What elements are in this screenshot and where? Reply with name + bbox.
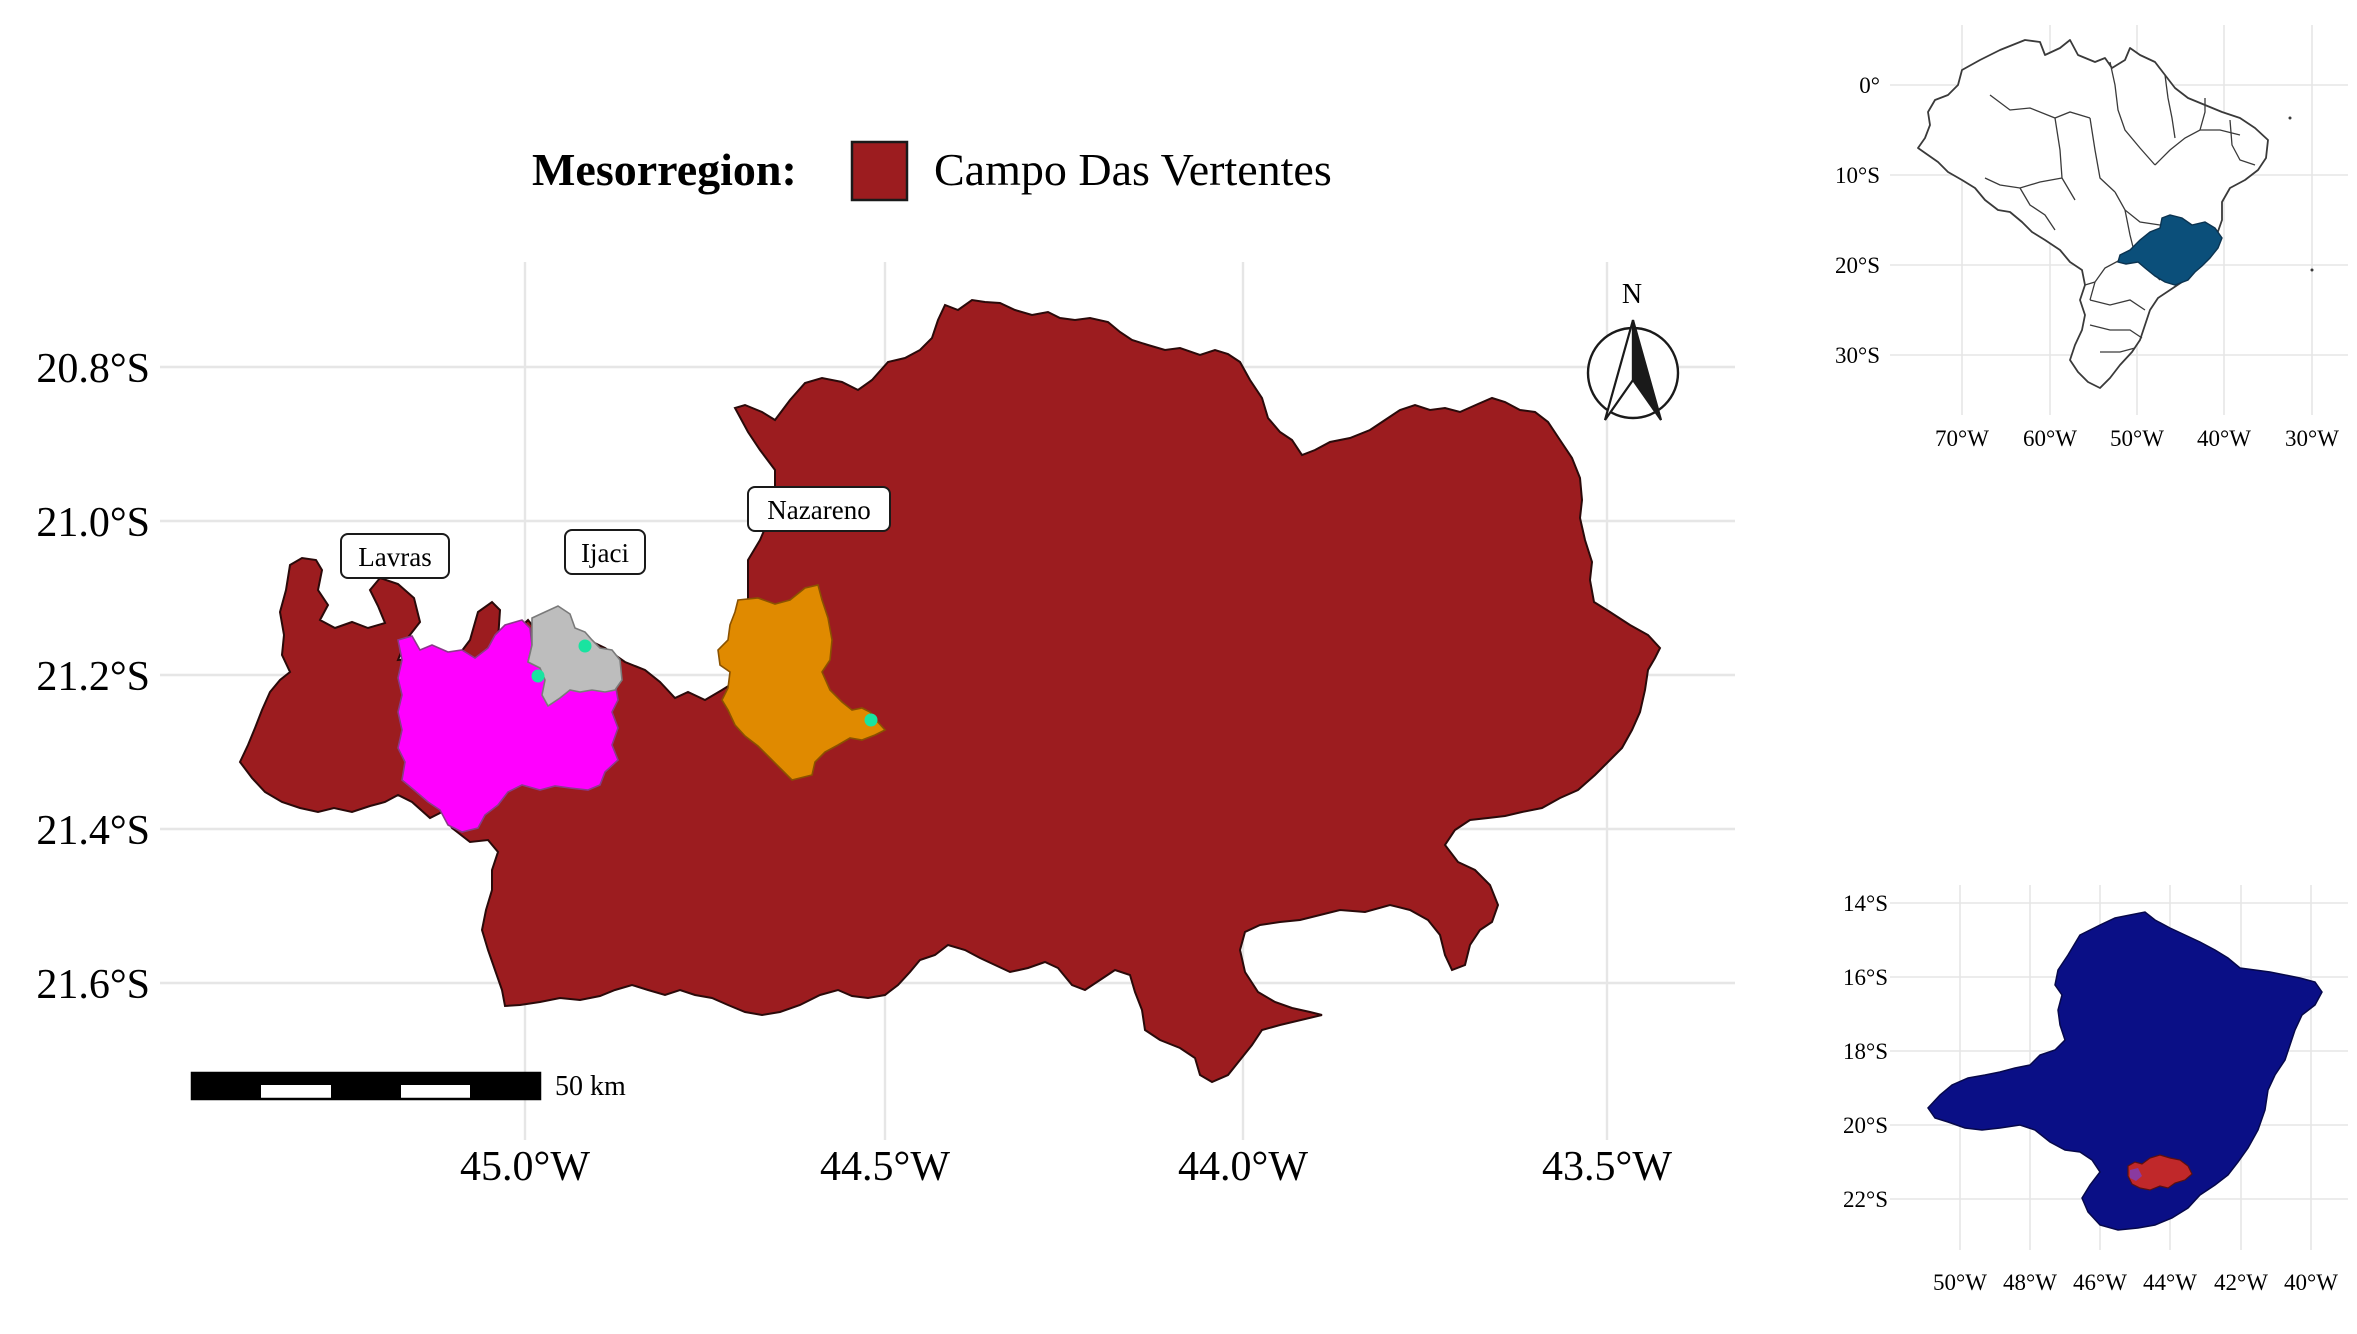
x-tick-label: 45.0°W bbox=[460, 1144, 590, 1190]
legend-title: Mesorregion: bbox=[532, 144, 797, 195]
y-tick-label: 18°S bbox=[1843, 1039, 1888, 1064]
minas-gerais-highlight bbox=[2117, 214, 2223, 286]
island-dot bbox=[2288, 116, 2292, 120]
y-tick-label: 20°S bbox=[1843, 1113, 1888, 1138]
main-y-axis: 20.8°S 21.0°S 21.2°S 21.4°S 21.6°S bbox=[36, 346, 150, 1008]
x-tick-label: 48°W bbox=[2003, 1270, 2057, 1295]
x-tick-label: 50°W bbox=[2110, 426, 2164, 451]
y-tick-label: 20°S bbox=[1835, 253, 1880, 278]
scale-bar-label: 50 km bbox=[555, 1071, 626, 1102]
mg-x-axis: 50°W 48°W 46°W 44°W 42°W 40°W bbox=[1933, 1270, 2338, 1295]
y-tick-label: 16°S bbox=[1843, 965, 1888, 990]
y-tick-label: 20.8°S bbox=[36, 346, 150, 392]
brazil-outline bbox=[1917, 39, 2269, 389]
brazil-inset: 0° 10°S 20°S 30°S 70°W 60°W 50°W 40°W 30… bbox=[1835, 25, 2348, 451]
scale-bar: 50 km bbox=[190, 1071, 626, 1102]
y-tick-label: 21.2°S bbox=[36, 654, 150, 700]
x-tick-label: 50°W bbox=[1933, 1270, 1987, 1295]
y-tick-label: 22°S bbox=[1843, 1187, 1888, 1212]
x-tick-label: 70°W bbox=[1935, 426, 1989, 451]
mg-inset: 14°S 16°S 18°S 20°S 22°S 50°W 48°W 46°W … bbox=[1843, 885, 2348, 1295]
nazareno-label: Nazareno bbox=[747, 486, 891, 532]
mg-y-axis: 14°S 16°S 18°S 20°S 22°S bbox=[1843, 891, 1888, 1212]
y-tick-label: 21.6°S bbox=[36, 962, 150, 1008]
north-arrow: N bbox=[1586, 279, 1680, 421]
x-tick-label: 40°W bbox=[2284, 1270, 2338, 1295]
ijaci-label-text: Ijaci bbox=[581, 538, 629, 568]
legend-swatch bbox=[850, 140, 909, 202]
nazareno-label-text: Nazareno bbox=[767, 495, 870, 525]
y-tick-label: 30°S bbox=[1835, 343, 1880, 368]
main-map: 20.8°S 21.0°S 21.2°S 21.4°S 21.6°S 45.0°… bbox=[36, 262, 1735, 1190]
ijaci-point bbox=[578, 639, 592, 653]
main-x-axis: 45.0°W 44.5°W 44.0°W 43.5°W bbox=[460, 1144, 1672, 1190]
minas-gerais-state bbox=[1927, 911, 2323, 1231]
x-tick-label: 44°W bbox=[2143, 1270, 2197, 1295]
island-dot bbox=[2310, 268, 2314, 272]
y-tick-label: 14°S bbox=[1843, 891, 1888, 916]
x-tick-label: 40°W bbox=[2197, 426, 2251, 451]
legend: Mesorregion: Campo Das Vertentes bbox=[532, 140, 1332, 202]
x-tick-label: 42°W bbox=[2214, 1270, 2268, 1295]
lavras-label-text: Lavras bbox=[358, 542, 431, 572]
y-tick-label: 10°S bbox=[1835, 163, 1880, 188]
brazil-x-axis: 70°W 60°W 50°W 40°W 30°W bbox=[1935, 426, 2339, 451]
brazil-y-axis: 0° 10°S 20°S 30°S bbox=[1835, 73, 1880, 368]
x-tick-label: 44.5°W bbox=[820, 1144, 950, 1190]
mg-lavras-highlight bbox=[2130, 1168, 2142, 1181]
mg-campo-das-vertentes bbox=[2127, 1154, 2193, 1191]
x-tick-label: 30°W bbox=[2285, 426, 2339, 451]
ijaci-municipality bbox=[527, 605, 623, 708]
y-tick-label: 0° bbox=[1859, 73, 1880, 98]
lavras-point bbox=[531, 669, 545, 683]
nazareno-point bbox=[864, 713, 878, 727]
x-tick-label: 60°W bbox=[2023, 426, 2077, 451]
x-tick-label: 44.0°W bbox=[1178, 1144, 1308, 1190]
legend-item-label: Campo Das Vertentes bbox=[934, 144, 1332, 195]
y-tick-label: 21.0°S bbox=[36, 500, 150, 546]
x-tick-label: 43.5°W bbox=[1542, 1144, 1672, 1190]
nazareno-municipality bbox=[717, 584, 887, 781]
north-arrow-label: N bbox=[1622, 279, 1642, 310]
lavras-label: Lavras bbox=[340, 533, 450, 579]
x-tick-label: 46°W bbox=[2073, 1270, 2127, 1295]
ijaci-label: Ijaci bbox=[564, 529, 646, 575]
y-tick-label: 21.4°S bbox=[36, 808, 150, 854]
